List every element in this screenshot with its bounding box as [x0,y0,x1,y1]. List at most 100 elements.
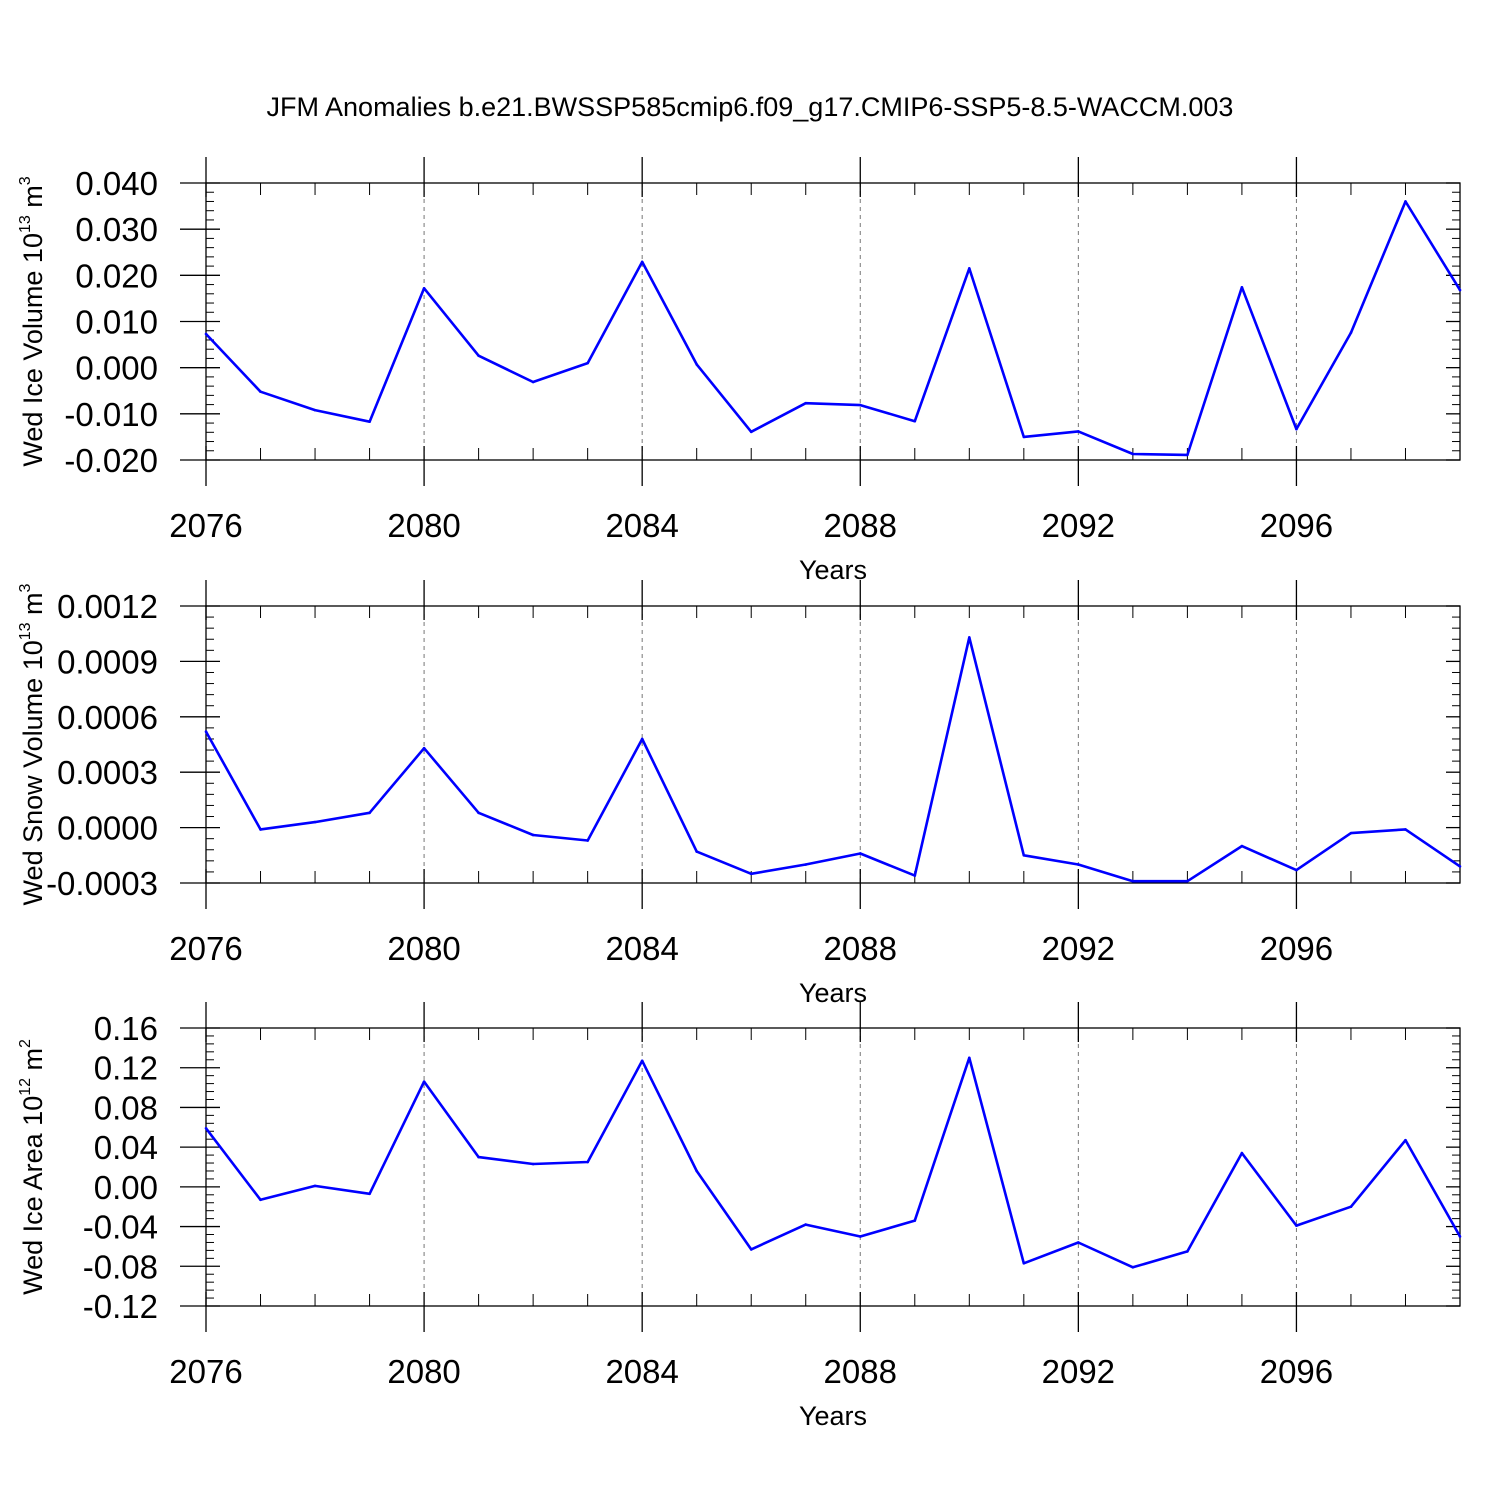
data-point [531,1162,535,1166]
x-tick-label: 2080 [387,930,460,967]
y-tick-label: -0.08 [83,1248,158,1285]
x-tick-label: 2096 [1260,1353,1333,1390]
chart-panel-2: 2076 2080 2084 2088 2092 2096 0.0012 0.0009 0.00… [17,580,1462,1008]
data-point [913,874,917,877]
data-point [313,1184,317,1188]
y-axis-label-superscript: 3 [17,583,34,592]
data-point [313,408,317,412]
y-axis-label-text: m [18,185,48,215]
data-point [1022,854,1026,857]
data-point [695,363,698,366]
data-point [204,1126,208,1130]
data-point [1077,430,1080,433]
y-tick-label: 0.0006 [57,699,158,736]
data-point [1458,288,1462,292]
data-point [804,1223,808,1226]
data-point [1295,1224,1298,1227]
y-tick-label: 0.16 [94,1010,158,1047]
x-axis-label: Years [799,1401,867,1431]
data-point [640,1059,644,1063]
data-point [640,737,644,741]
data-point [913,1219,917,1222]
y-tick-label: 0.0009 [57,643,158,680]
y-tick-label: 0.0003 [57,754,158,791]
x-tick-label: 2088 [824,1353,897,1390]
x-axis-label: Years [799,555,867,585]
y-axis-label: Wed Ice Volume 1013 m3 [17,176,48,466]
x-tick-label: 2080 [387,1353,460,1390]
x-tick-label: 2092 [1042,507,1115,544]
plot-frame [205,182,1461,461]
data-point [1458,1235,1462,1238]
x-tick-label: 2076 [169,1353,242,1390]
data-point [1131,1265,1135,1269]
y-tick-label: 0.04 [94,1129,158,1166]
x-tick-label: 2084 [605,507,678,544]
data-point [1295,427,1298,431]
x-tick-label: 2088 [824,507,897,544]
data-point [749,430,753,434]
data-point [968,636,971,639]
data-point [858,852,862,855]
y-axis-label-superscript: 3 [17,176,34,185]
data-point [477,1155,480,1159]
data-point [913,419,917,423]
y-tick-label: -0.010 [64,396,158,433]
data-point [695,850,698,853]
y-tick-label: 0.12 [94,1050,158,1087]
data-point [259,1198,262,1202]
data-point [586,839,589,842]
data-point [804,863,808,866]
data-point [1349,1205,1353,1209]
y-tick-label: 0.0012 [57,588,158,625]
data-point [640,260,644,264]
y-axis-label-superscript: 13 [17,215,34,233]
data-point [259,828,262,831]
x-tick-label: 2084 [605,1353,678,1390]
chart-panel-1: 2076 2080 2084 2088 2092 2096 0.040 0.030 0.020 0… [17,157,1462,585]
y-tick-label: 0.010 [75,304,158,341]
data-point [1349,831,1353,835]
y-tick-label: -0.12 [83,1288,158,1325]
data-point [1022,435,1026,439]
x-tick-label: 2096 [1260,507,1333,544]
data-point [804,401,808,405]
series-line [204,636,1461,883]
data-point [968,267,971,270]
data-point [586,1160,589,1164]
data-point [477,354,480,357]
y-axis-label-text: Wed Ice Area 10 [18,1096,48,1295]
y-tick-label: -0.0003 [46,865,158,902]
x-tick-label: 2076 [169,930,242,967]
x-tick-label: 2096 [1260,930,1333,967]
x-tick-label: 2084 [605,930,678,967]
y-axis-label-superscript: 13 [17,622,34,640]
x-tick-label: 2076 [169,507,242,544]
y-tick-label: 0.00 [94,1169,158,1206]
data-point [1186,879,1189,883]
y-tick-label: -0.04 [83,1209,158,1246]
data-point [1404,200,1407,203]
x-tick-label: 2080 [387,507,460,544]
data-point [477,811,480,815]
y-axis-label-superscript: 2 [17,1039,34,1048]
y-axis-label-text: Wed Ice Volume 10 [18,233,48,467]
y-tick-label: 0.08 [94,1089,158,1126]
data-point [1240,1151,1244,1155]
series-line [205,200,1462,457]
data-point [1077,863,1080,866]
data-point [1131,879,1135,883]
data-point [368,420,371,423]
data-point [749,1248,753,1251]
data-point [531,833,535,837]
y-axis-label-text: Wed Snow Volume 10 [18,640,48,905]
data-point [858,1235,862,1238]
y-axis-label-text: m [18,1048,48,1078]
data-point [1186,453,1189,457]
y-tick-label: 0.020 [75,257,158,294]
data-point [968,1056,971,1060]
data-point [1131,452,1135,456]
y-axis-label: Wed Ice Area 1012 m2 [17,1039,48,1295]
y-axis-label-text: m [18,592,48,622]
